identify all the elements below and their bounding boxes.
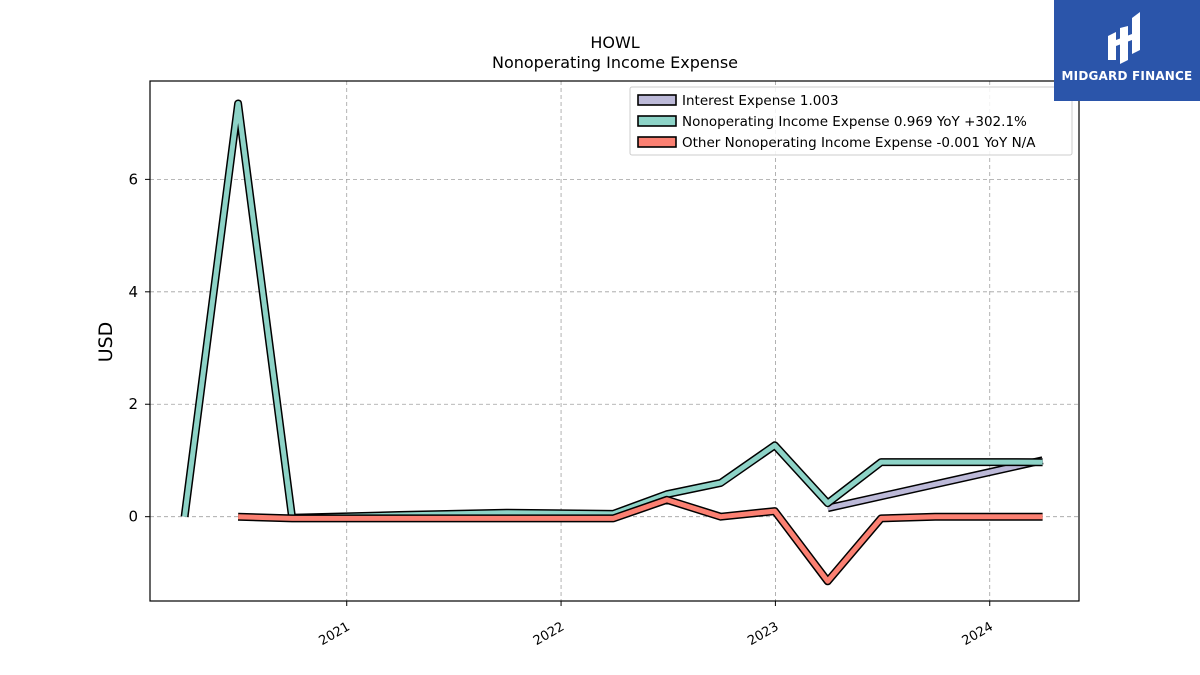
series-layer: [180, 99, 1044, 586]
brand-logo: MIDGARD FINANCE: [1054, 0, 1200, 101]
y-tick-label: 2: [128, 395, 138, 413]
plot-frame: [149, 80, 1080, 602]
logo-mark-icon: [1108, 12, 1140, 64]
logo-brand-text: MIDGARD FINANCE: [1061, 69, 1193, 83]
grid: [150, 81, 1079, 601]
x-tick-label: 2021: [317, 619, 353, 649]
series-line: [827, 457, 1044, 511]
y-tick-label: 4: [128, 283, 138, 301]
legend: Interest Expense 1.003 Nonoperating Incom…: [629, 86, 1073, 156]
legend-label: Other Nonoperating Income Expense -0.001…: [682, 135, 1036, 151]
legend-label: Nonoperating Income Expense 0.969 YoY +3…: [682, 114, 1027, 130]
series-line: [182, 101, 1043, 521]
x-axis: 2021 2022 2023 2024: [317, 601, 996, 649]
y-axis: 0 2 4 6: [128, 170, 150, 526]
legend-frame: [629, 86, 1073, 156]
series-1: [180, 99, 1043, 522]
series-2: [237, 495, 1043, 586]
legend-label: Interest Expense 1.003: [682, 93, 839, 109]
y-axis-label: USD: [95, 322, 117, 363]
chart-title: HOWL: [590, 33, 639, 52]
series-0: [826, 456, 1044, 513]
legend-swatch: [637, 94, 677, 106]
series-line: [238, 497, 1043, 584]
x-tick-label: 2023: [745, 619, 781, 649]
x-tick-label: 2022: [531, 619, 567, 649]
y-tick-label: 6: [128, 170, 138, 188]
y-tick-label: 0: [128, 508, 138, 526]
chart-subtitle: Nonoperating Income Expense: [492, 53, 738, 72]
x-tick-label: 2024: [960, 619, 996, 649]
series-line-outline: [180, 99, 1043, 522]
legend-swatch: [637, 136, 677, 148]
series-line-outline: [237, 495, 1043, 586]
legend-swatch: [637, 115, 677, 127]
